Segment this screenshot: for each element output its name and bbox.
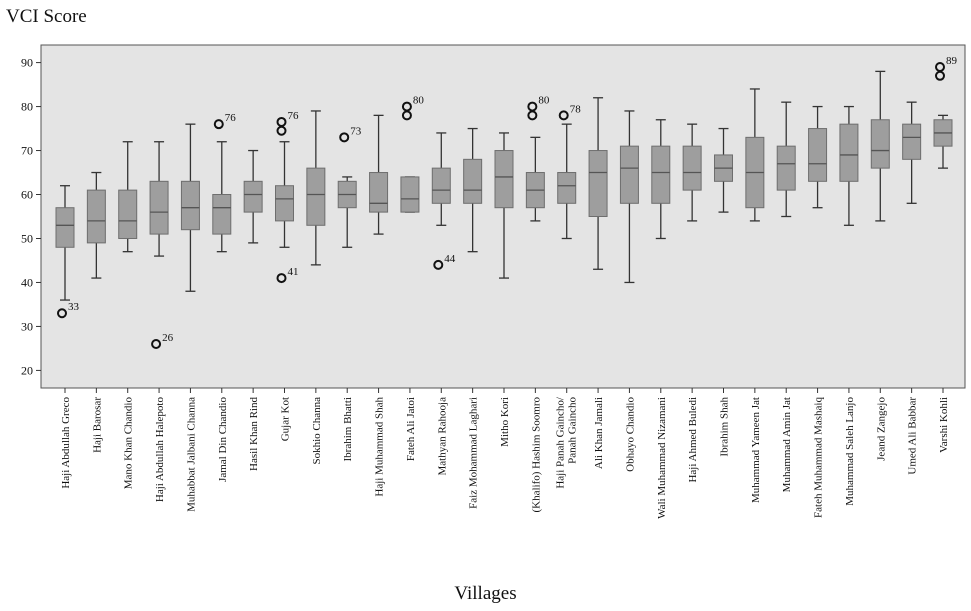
village-13-box — [431, 167, 451, 204]
village-29-outlier-label-2: 89 — [946, 55, 958, 67]
village-21-box — [682, 145, 702, 191]
village-13-outlier-label-1: 44 — [444, 253, 456, 265]
village-13-outlier-1 — [433, 259, 444, 270]
village-10-outlier-1 — [339, 132, 350, 143]
village-9-label: Sokhio Channa — [311, 397, 323, 465]
village-10-label: Ibrahim Bhatti — [342, 397, 354, 461]
village-1-outlier-1 — [57, 308, 67, 319]
village-17-label-line-1: Haji Panah Gaincho/ — [555, 396, 567, 489]
village-11-label: Haji Muhammad Shah — [374, 397, 386, 497]
village-28-label: Umed Ali Babbar — [907, 397, 919, 475]
village-7-label: Hasil Khan Rind — [248, 397, 260, 471]
village-12-box — [400, 176, 420, 213]
village-8-outlier-3 — [276, 116, 287, 127]
village-19-box — [619, 145, 639, 204]
village-5-box — [180, 180, 200, 231]
village-3-label: Mano Khan Chandio — [123, 397, 135, 490]
village-26-label: Muhammad Saleh Lanjo — [844, 397, 856, 506]
y-tick-label-30: 30 — [21, 319, 33, 333]
village-19-label: Obhayo Chandio — [624, 397, 636, 472]
village-18-label: Ali Khan Jamali — [593, 397, 605, 469]
village-15-box — [494, 150, 514, 209]
village-2-label: Haji Barosar — [91, 397, 103, 453]
village-22-label: Ibrahim Shah — [719, 397, 731, 457]
village-27-box — [870, 119, 890, 169]
y-axis-title: VCI Score — [6, 6, 87, 27]
village-8-label: Gujar Kot — [280, 397, 292, 441]
village-4-outlier-label-1: 26 — [162, 332, 174, 344]
village-20-box — [651, 145, 671, 204]
village-20-label: Wali Muhammad Nizamani — [656, 397, 668, 519]
village-29-outlier-2 — [935, 61, 945, 72]
village-4-outlier-1 — [151, 339, 162, 350]
village-17-box — [557, 172, 577, 204]
village-6-outlier-1 — [213, 119, 224, 130]
plot-area — [40, 44, 966, 389]
village-6-box — [212, 194, 232, 235]
village-8-box — [275, 185, 294, 222]
y-tick-label-90: 90 — [21, 56, 33, 70]
village-15-label: Mitho Kori — [499, 397, 511, 447]
village-12-outlier-label-2: 80 — [413, 95, 425, 107]
village-29-label: Varshi Kohli — [938, 397, 950, 453]
village-14-box — [463, 158, 483, 204]
village-23-label: Muhammad Yameen Jat — [750, 397, 762, 503]
village-3-box — [118, 189, 138, 239]
village-9-box — [306, 167, 326, 226]
village-18-box — [588, 150, 608, 218]
village-14-label: Faiz Mohammad Laghari — [468, 397, 480, 509]
village-13-label: Mathyan Rahooja — [436, 397, 448, 476]
village-21-label: Haji Ahmed Buledi — [687, 397, 699, 483]
y-tick-label-50: 50 — [21, 231, 33, 245]
village-8-outlier-1 — [276, 273, 287, 284]
village-4-label: Haji Abdullah Halepoto — [154, 397, 166, 503]
village-8-outlier-label-1: 41 — [288, 266, 299, 278]
village-17-outlier-label-1: 78 — [570, 103, 582, 115]
village-11-box — [369, 172, 389, 213]
village-6-label: Jamal Din Chandio — [217, 397, 229, 482]
village-24-box — [776, 145, 796, 191]
village-28-box — [902, 123, 922, 160]
village-1-outlier-label-1: 33 — [68, 301, 80, 313]
village-6-outlier-label-1: 76 — [225, 112, 237, 124]
y-tick-label-20: 20 — [21, 363, 33, 377]
village-5-label: Muhabbat Jalbani Channa — [185, 397, 197, 512]
village-27-label: Jeand Zangejo — [875, 397, 887, 461]
village-1-label: Haji Abdullah Greco — [60, 397, 72, 489]
village-8-outlier-label-3: 76 — [288, 110, 300, 122]
village-16-label: (Khalifo) Hashim Soomro — [530, 397, 542, 513]
y-tick-label-70: 70 — [21, 144, 33, 158]
village-12-label: Fateh Ali Jatoi — [405, 397, 417, 461]
village-25-label: Fateh Muhammad Mashaiq — [813, 397, 825, 518]
village-17-outlier-1 — [558, 110, 569, 121]
village-1-box — [55, 207, 75, 248]
x-axis-title: Villages — [454, 583, 517, 604]
village-17-label-line-2: Panah Gaincho — [567, 397, 579, 464]
village-24-label: Muhammad Amin Jat — [781, 397, 793, 492]
village-2-box — [86, 189, 106, 244]
y-tick-label-40: 40 — [21, 275, 33, 289]
village-26-box — [839, 123, 859, 182]
village-12-outlier-2 — [401, 101, 412, 112]
village-4-box — [149, 180, 169, 235]
y-tick-label-80: 80 — [21, 100, 33, 114]
y-tick-label-60: 60 — [21, 188, 33, 202]
village-10-outlier-label-1: 73 — [350, 125, 362, 137]
village-16-outlier-label-2: 80 — [538, 95, 550, 107]
village-25-box — [808, 128, 828, 182]
village-7-box — [243, 180, 263, 213]
village-16-outlier-2 — [527, 101, 538, 112]
